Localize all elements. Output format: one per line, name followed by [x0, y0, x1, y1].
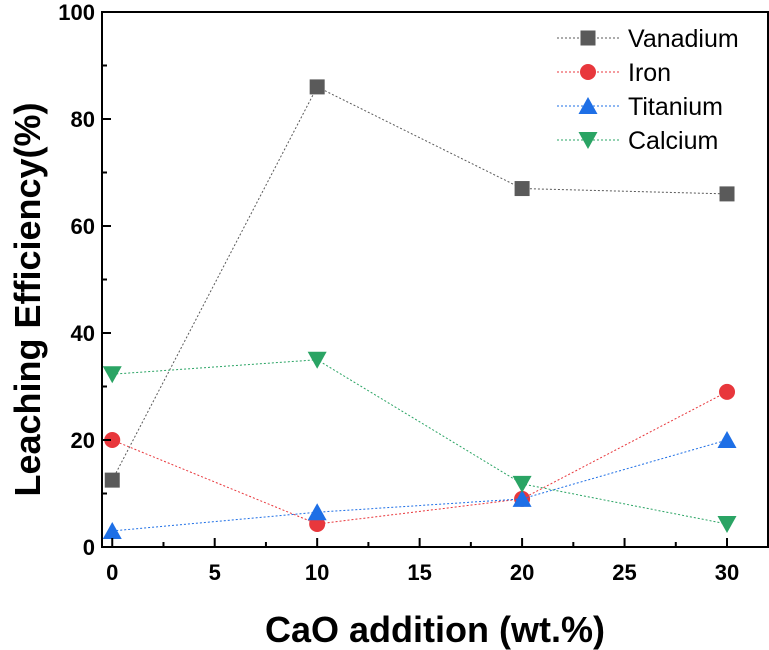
calcium-point: [717, 515, 737, 533]
titanium-line: [112, 439, 728, 532]
calcium-line: [112, 359, 728, 525]
legend-marker: [580, 64, 596, 80]
y-tick-label: 60: [71, 214, 95, 239]
axis-layer: 0 5 10 15 20 25 30 0 20 40 60 80 100: [58, 0, 739, 585]
y-tick-label: 20: [71, 428, 95, 453]
x-tick-label: 25: [612, 560, 636, 585]
vanadium-point: [514, 181, 530, 197]
legend-label: Iron: [628, 59, 671, 87]
calcium-point: [512, 475, 532, 493]
series-calcium: [102, 351, 737, 533]
x-tick-label: 30: [715, 560, 739, 585]
legend-label: Titanium: [628, 93, 723, 121]
titanium-point: [102, 521, 122, 539]
titanium-point: [512, 489, 532, 507]
legend-marker: [578, 132, 598, 149]
calcium-point: [307, 351, 327, 369]
iron-point: [719, 383, 736, 400]
vanadium-line: [111, 86, 728, 481]
iron-point: [104, 432, 121, 448]
titanium-point: [717, 431, 737, 448]
series-vanadium: [104, 79, 735, 488]
legend-item-calcium: Calcium: [557, 127, 718, 155]
x-tick-label: 0: [106, 560, 118, 585]
iron-line: [112, 391, 728, 525]
legend-item-vanadium: Vanadium: [557, 25, 739, 53]
legend: Vanadium Iron Titanium Calcium: [557, 25, 739, 155]
legend-label: Calcium: [628, 127, 718, 155]
calcium-point: [102, 366, 122, 384]
legend-item-titanium: Titanium: [557, 93, 723, 121]
y-tick-label: 100: [58, 0, 95, 25]
legend-marker: [578, 97, 598, 114]
legend-label: Vanadium: [628, 25, 739, 53]
y-tick-label: 80: [71, 107, 95, 132]
vanadium-point: [309, 79, 325, 95]
series-layer: [102, 79, 737, 539]
x-tick-label: 5: [209, 560, 221, 585]
x-tick-label: 15: [407, 560, 431, 585]
titanium-point: [307, 503, 327, 521]
y-axis-title: Leaching Efficiency(%): [7, 102, 48, 496]
x-tick-label: 20: [510, 560, 534, 585]
x-axis-title: CaO addition (wt.%): [265, 609, 605, 650]
legend-marker: [580, 30, 596, 46]
vanadium-point: [719, 186, 735, 202]
legend-item-iron: Iron: [557, 59, 671, 87]
series-titanium: [102, 431, 737, 539]
series-iron: [104, 383, 736, 532]
x-tick-label: 10: [305, 560, 329, 585]
y-tick-label: 0: [83, 535, 95, 560]
y-tick-label: 40: [71, 321, 95, 346]
vanadium-point: [104, 472, 120, 488]
